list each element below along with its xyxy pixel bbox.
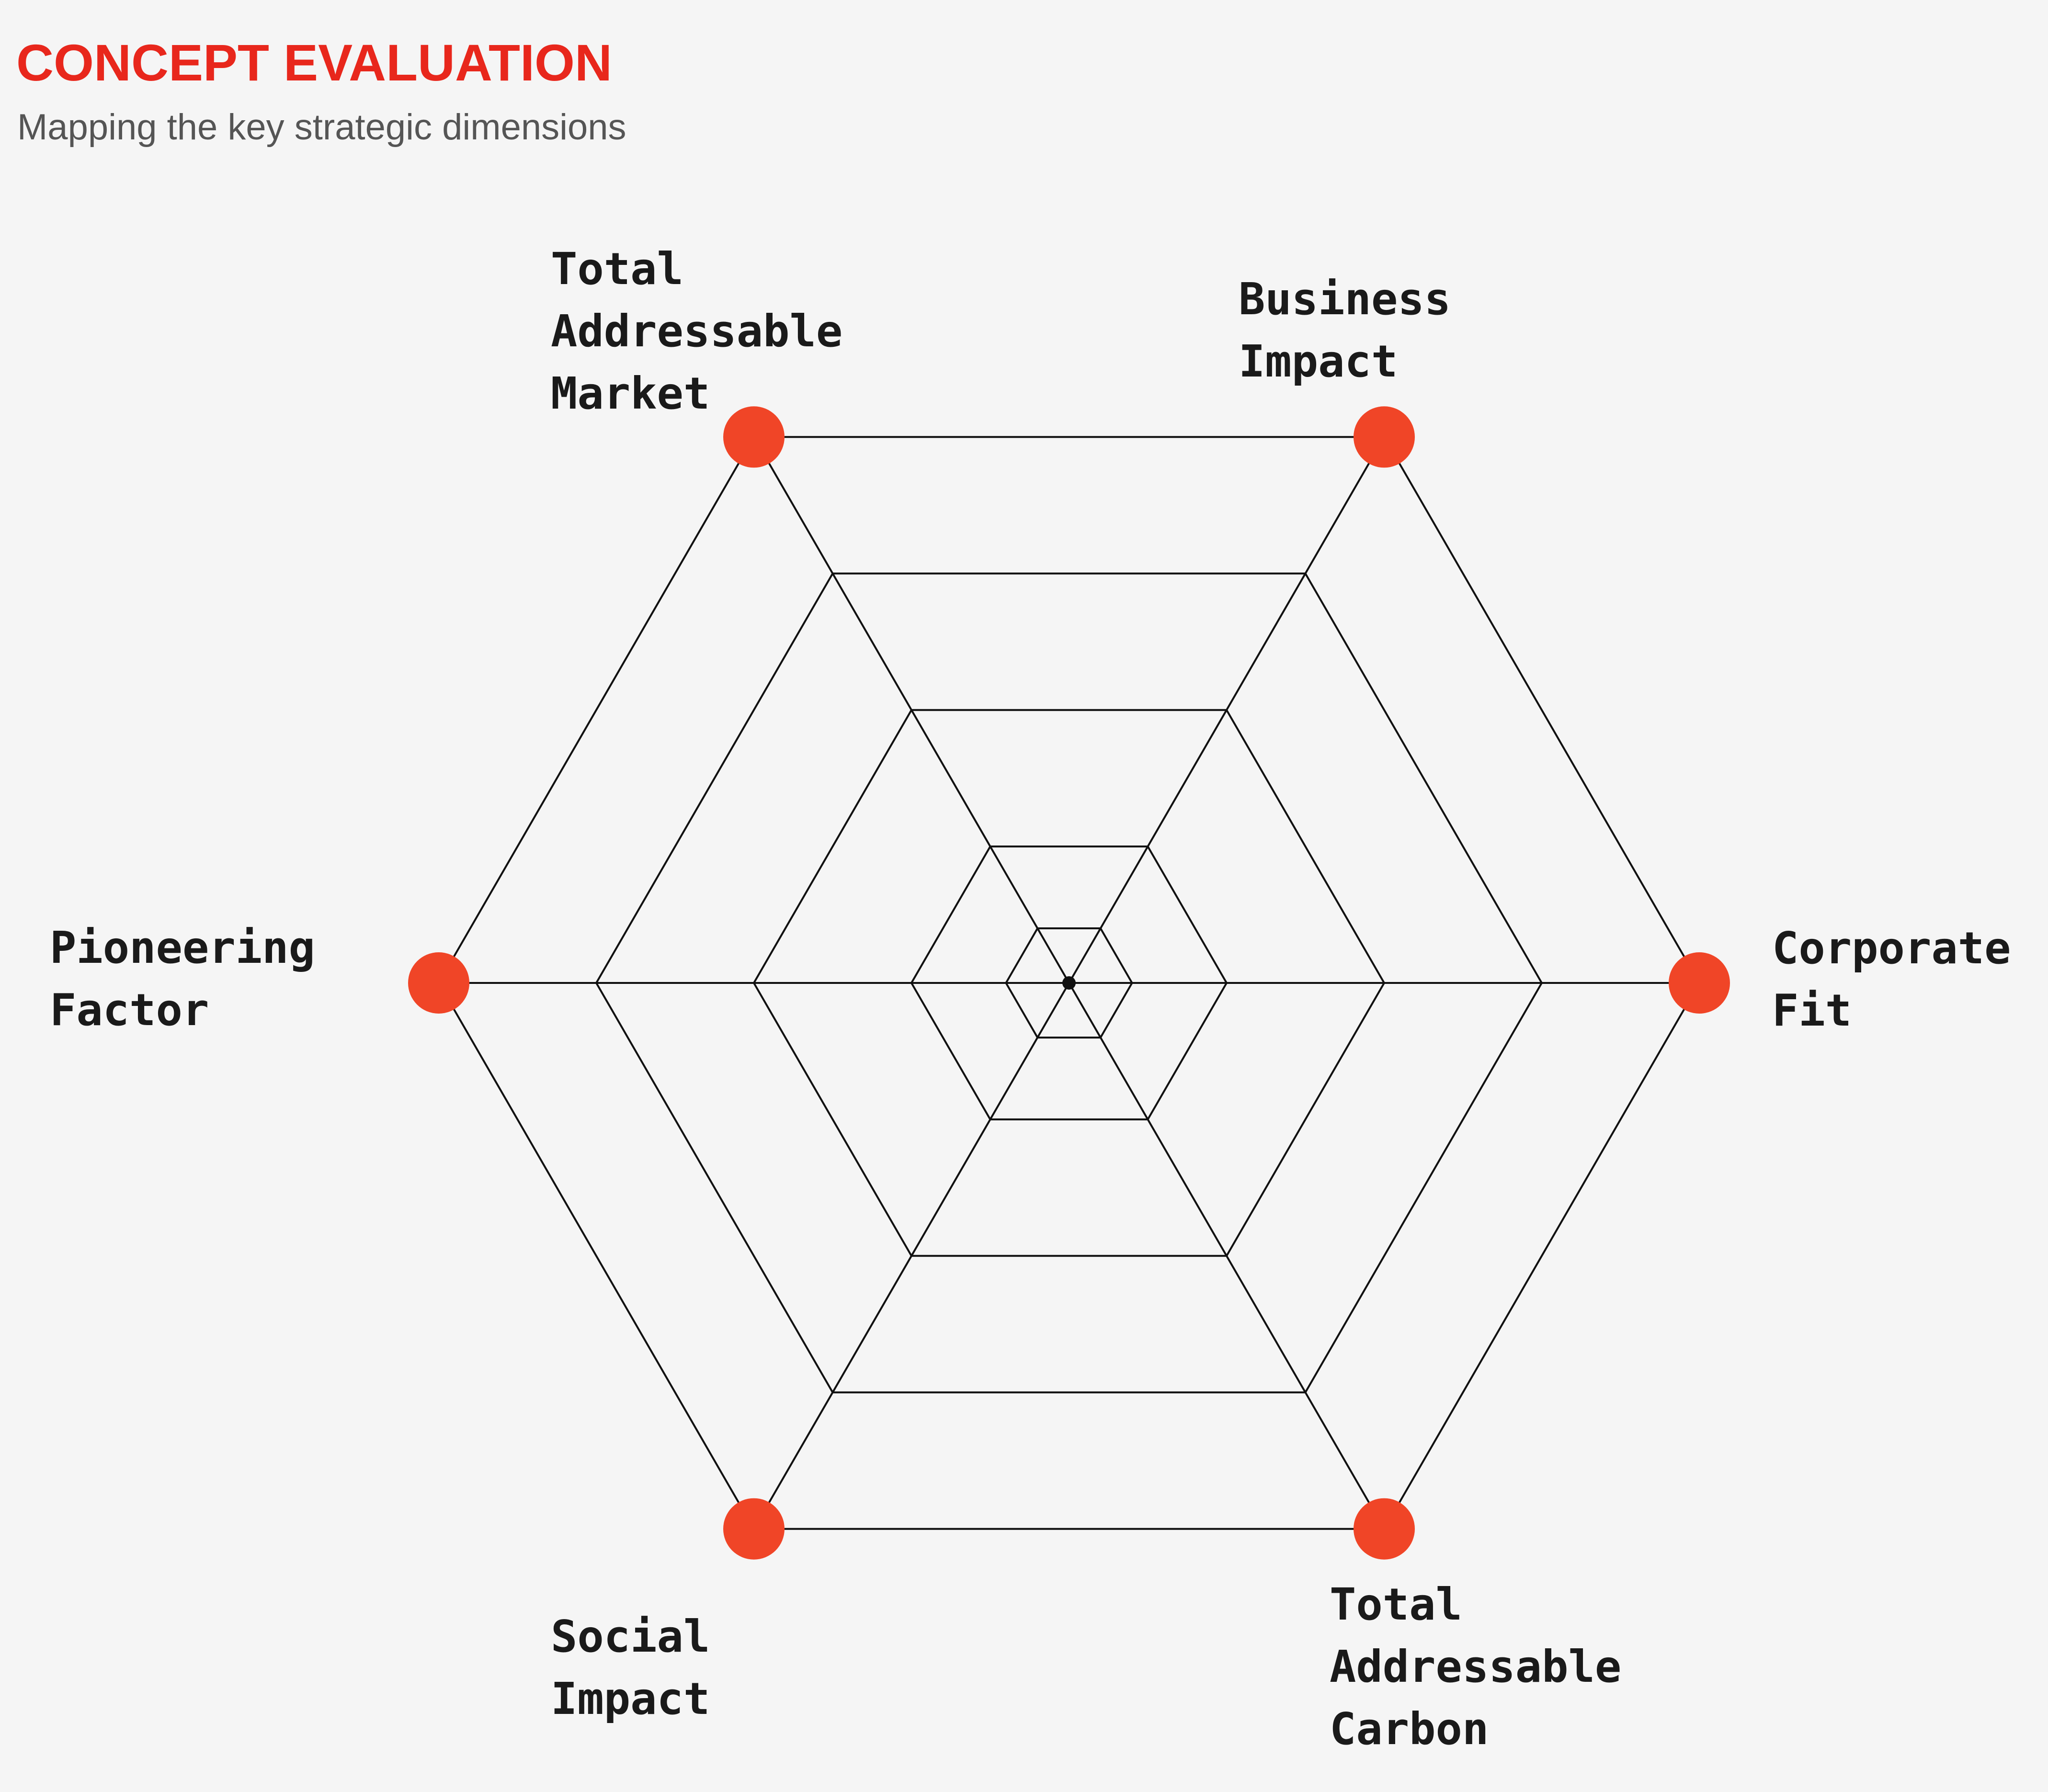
axis-label-business-impact: Business Impact bbox=[1239, 274, 1451, 387]
axis-spoke-social-impact bbox=[753, 982, 1070, 1529]
data-point-total-addressable-market bbox=[723, 406, 785, 468]
data-point-social-impact bbox=[723, 1498, 785, 1560]
data-point-pioneering-factor bbox=[408, 952, 469, 1014]
axis-label-pioneering-factor: Pioneering Factor bbox=[50, 922, 315, 1036]
axis-spoke-total-addressable-market bbox=[753, 436, 1070, 983]
axis-label-social-impact: Social Impact bbox=[551, 1611, 710, 1724]
page-title: CONCEPT EVALUATION bbox=[16, 34, 613, 91]
axis-label-corporate-fit: Corporate Fit bbox=[1772, 923, 2011, 1036]
axis-spoke-business-impact bbox=[1068, 436, 1385, 983]
data-point-total-addressable-carbon bbox=[1354, 1498, 1415, 1560]
radar-spokes bbox=[439, 436, 1699, 1529]
axis-label-total-addressable-market: Total Addressable Market bbox=[551, 243, 843, 419]
data-point-business-impact bbox=[1354, 406, 1415, 468]
center-dot bbox=[1062, 976, 1076, 990]
data-point-corporate-fit bbox=[1669, 952, 1730, 1014]
axis-spoke-total-addressable-carbon bbox=[1068, 982, 1385, 1529]
page-subtitle: Mapping the key strategic dimensions bbox=[17, 107, 626, 148]
axis-label-total-addressable-carbon: Total Addressable Carbon bbox=[1330, 1579, 1622, 1755]
radar-markers bbox=[408, 406, 1730, 1560]
